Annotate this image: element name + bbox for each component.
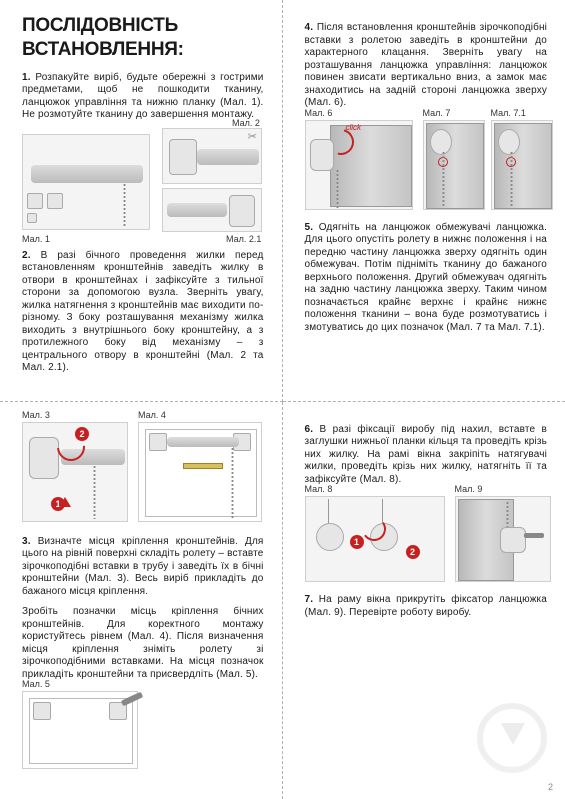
- quadrant-top-left: ПОСЛІДОВНІСТЬ ВСТАНОВЛЕННЯ: 1. Розпакуйт…: [0, 0, 283, 402]
- figure-row-6: 1 2 Мал. 8 Мал. 9: [305, 492, 548, 586]
- figure-4: [138, 422, 262, 522]
- figure-3-label: Мал. 3: [22, 410, 50, 421]
- figure-2: ✂: [162, 128, 262, 184]
- badge-2: 2: [75, 427, 89, 441]
- step-4-text: 4. Після встановлення кронштейнів зірочк…: [305, 22, 548, 110]
- figure-3: 2 1: [22, 422, 128, 522]
- figure-6: click: [305, 120, 413, 210]
- figure-2-label: Мал. 2: [232, 118, 260, 129]
- step-3a-text: 3. Визначте місця кріплення кронштейнів.…: [22, 536, 264, 599]
- step-1-text: 1. Розпакуйте виріб, будьте обережні з г…: [22, 72, 264, 122]
- figure-7-label: Мал. 7: [423, 108, 451, 119]
- figure-7-1-label: Мал. 7.1: [491, 108, 526, 119]
- step-5-text: 5. Одягніть на ланцюжок обмежувачі ланцю…: [305, 222, 548, 335]
- figure-7: [423, 120, 485, 210]
- step-3b-text: Зробіть позначки місць кріплення бічних …: [22, 606, 264, 681]
- figure-8-label: Мал. 8: [305, 484, 333, 495]
- instruction-page: ПОСЛІДОВНІСТЬ ВСТАНОВЛЕННЯ: 1. Розпакуйт…: [0, 0, 565, 799]
- figure-6-label: Мал. 6: [305, 108, 333, 119]
- quadrant-bottom-left: 2 1 Мал. 3 Мал. 4 3. Визначте місця кріп…: [0, 402, 283, 799]
- figure-row-4: click Мал. 6 Мал. 7 Мал. 7.1: [305, 116, 548, 214]
- figure-1-label: Мал. 1: [22, 234, 50, 245]
- step-2-text: 2. В разі бічного проведення жилки перед…: [22, 250, 264, 375]
- page-title: ПОСЛІДОВНІСТЬ ВСТАНОВЛЕННЯ:: [22, 14, 264, 62]
- figure-8: 1 2: [305, 496, 445, 582]
- badge-1b: 1: [350, 535, 364, 549]
- scissors-icon: ✂: [248, 131, 257, 145]
- click-label: click: [346, 123, 362, 133]
- figure-2-1-label: Мал. 2.1: [226, 234, 261, 245]
- figure-7-1: [491, 120, 553, 210]
- figure-5: [22, 691, 138, 769]
- figure-row-5: Мал. 5: [22, 687, 264, 773]
- page-number: 2: [548, 782, 553, 793]
- figure-row-1: Мал. 1 ✂ Мал. 2 Мал. 2.1: [22, 128, 264, 236]
- badge-2b: 2: [406, 545, 420, 559]
- figure-row-3: 2 1 Мал. 3 Мал. 4: [22, 418, 264, 528]
- figure-4-label: Мал. 4: [138, 410, 166, 421]
- quadrant-top-right: 4. Після встановлення кронштейнів зірочк…: [283, 0, 565, 402]
- figure-5-label: Мал. 5: [22, 679, 50, 690]
- quadrant-bottom-right: 6. В разі фіксації виробу під нахил, вст…: [283, 402, 565, 799]
- step-7-text: 7. На раму вікна прикрутіть фіксатор лан…: [305, 594, 548, 619]
- figure-9-label: Мал. 9: [455, 484, 483, 495]
- watermark-icon: [477, 703, 547, 773]
- figure-2-1: [162, 188, 262, 232]
- figure-9: [455, 496, 551, 582]
- figure-1: [22, 134, 150, 230]
- step-6-text: 6. В разі фіксації виробу під нахил, вст…: [305, 424, 548, 487]
